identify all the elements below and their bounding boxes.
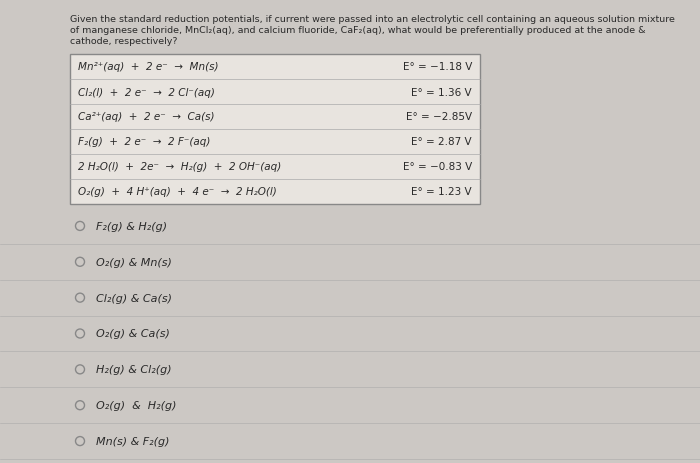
Text: O₂(g) & Mn(s): O₂(g) & Mn(s) bbox=[96, 257, 172, 267]
Text: E° = 1.36 V: E° = 1.36 V bbox=[412, 88, 472, 97]
Text: Cl₂(l)  +  2 e⁻  →  2 Cl⁻(aq): Cl₂(l) + 2 e⁻ → 2 Cl⁻(aq) bbox=[78, 88, 215, 97]
Text: F₂(g)  +  2 e⁻  →  2 F⁻(aq): F₂(g) + 2 e⁻ → 2 F⁻(aq) bbox=[78, 137, 211, 147]
Text: O₂(g)  +  4 H⁺(aq)  +  4 e⁻  →  2 H₂O(l): O₂(g) + 4 H⁺(aq) + 4 e⁻ → 2 H₂O(l) bbox=[78, 187, 276, 197]
Bar bbox=[70, 55, 480, 205]
Text: Ca²⁺(aq)  +  2 e⁻  →  Ca(s): Ca²⁺(aq) + 2 e⁻ → Ca(s) bbox=[78, 112, 214, 122]
Text: E° = −0.83 V: E° = −0.83 V bbox=[402, 162, 472, 172]
Text: 2 H₂O(l)  +  2e⁻  →  H₂(g)  +  2 OH⁻(aq): 2 H₂O(l) + 2e⁻ → H₂(g) + 2 OH⁻(aq) bbox=[78, 162, 281, 172]
Text: O₂(g) & Ca(s): O₂(g) & Ca(s) bbox=[96, 329, 170, 339]
Text: O₂(g)  &  H₂(g): O₂(g) & H₂(g) bbox=[96, 400, 176, 410]
Text: E° = −1.18 V: E° = −1.18 V bbox=[402, 63, 472, 72]
Text: E° = 2.87 V: E° = 2.87 V bbox=[412, 137, 472, 147]
Text: E° = 1.23 V: E° = 1.23 V bbox=[412, 187, 472, 197]
Text: Given the standard reduction potentials, if current were passed into an electrol: Given the standard reduction potentials,… bbox=[70, 15, 675, 24]
Text: Mn(s) & F₂(g): Mn(s) & F₂(g) bbox=[96, 436, 169, 446]
Text: H₂(g) & Cl₂(g): H₂(g) & Cl₂(g) bbox=[96, 364, 172, 375]
Text: Cl₂(g) & Ca(s): Cl₂(g) & Ca(s) bbox=[96, 293, 172, 303]
Text: cathode, respectively?: cathode, respectively? bbox=[70, 37, 178, 46]
Text: of manganese chloride, MnCl₂(aq), and calcium fluoride, CaF₂(aq), what would be : of manganese chloride, MnCl₂(aq), and ca… bbox=[70, 26, 645, 35]
Text: F₂(g) & H₂(g): F₂(g) & H₂(g) bbox=[96, 221, 167, 232]
Text: E° = −2.85V: E° = −2.85V bbox=[406, 112, 472, 122]
Text: Mn²⁺(aq)  +  2 e⁻  →  Mn(s): Mn²⁺(aq) + 2 e⁻ → Mn(s) bbox=[78, 63, 218, 72]
